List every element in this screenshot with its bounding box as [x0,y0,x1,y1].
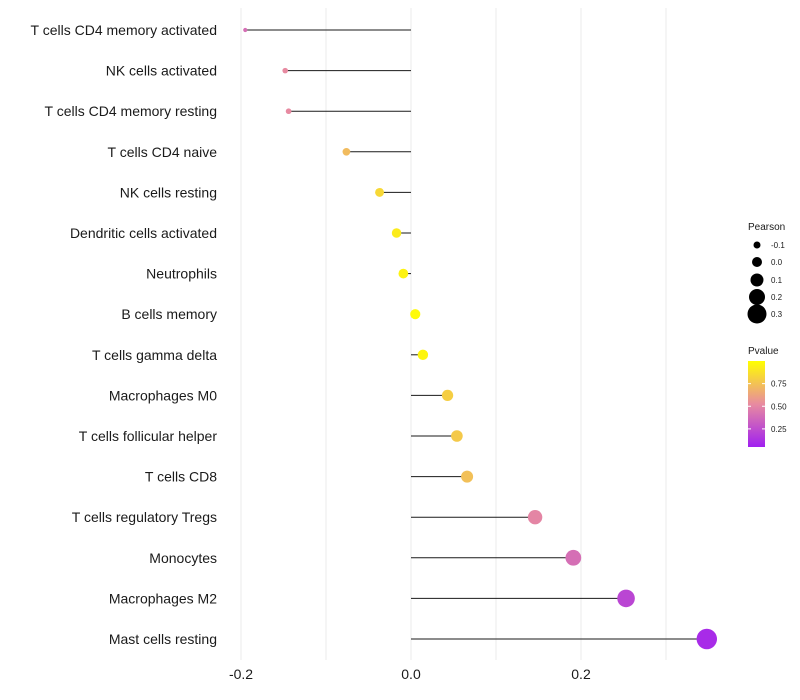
legend-color-label: 0.75 [771,380,787,389]
lollipop-point [527,510,543,525]
category-label: T cells regulatory Tregs [72,509,217,525]
lollipop-point [282,67,288,74]
legend-size-key [752,257,762,267]
lollipop-point [342,147,351,156]
legend-size-label: 0.0 [771,258,783,267]
legend-size-key [749,289,765,305]
lollipop-point [417,349,429,361]
category-label: T cells gamma delta [92,347,217,363]
lollipop-point [441,389,454,402]
category-label: T cells CD4 memory activated [31,22,217,38]
legend-size-label: 0.1 [771,276,783,285]
category-label: B cells memory [121,306,217,322]
segments [245,29,707,640]
category-label: T cells follicular helper [79,428,218,444]
category-label: NK cells activated [106,63,217,79]
category-label: Monocytes [149,550,217,566]
legend-color-label: 0.25 [771,425,787,434]
legend-size-label: 0.3 [771,310,783,319]
points [243,27,718,650]
lollipop-point [451,430,463,442]
legend-pvalue-title: Pvalue [748,346,779,357]
legend-pvalue: Pvalue 0.75 0.50 0.25 [748,346,787,447]
legend-color-label: 0.50 [771,402,787,411]
category-label: Macrophages M2 [109,590,217,606]
lollipop-point [398,268,409,279]
legend-size-label: -0.1 [771,241,785,250]
legend-pearson: Pearson -0.1 0.0 0.1 0.2 0.3 [747,222,785,324]
x-tick-label: 0.0 [401,666,421,682]
category-label: T cells CD4 naive [108,144,218,160]
category-label: T cells CD4 memory resting [45,103,217,119]
category-label: Macrophages M0 [109,387,217,403]
category-label: Mast cells resting [109,631,217,647]
legend-size-label: 0.2 [771,293,783,302]
lollipop-point [391,228,402,238]
x-tick-label: -0.2 [229,666,253,682]
category-label: NK cells resting [120,184,217,200]
lollipop-point [696,628,718,650]
grid-lines [240,8,667,660]
lollipop-point [461,470,474,483]
x-tick-labels: -0.2 0.0 0.2 [229,666,591,682]
category-labels: T cells CD4 memory activated NK cells act… [31,22,218,647]
legend-pearson-title: Pearson [748,222,785,233]
lollipop-point [375,187,384,197]
legend-size-key [750,273,764,287]
legend-pvalue-colorbar [748,361,765,447]
lollipop-point [285,108,292,115]
lollipop-point [617,589,635,608]
legend-size-key [747,304,767,324]
x-tick-label: 0.2 [571,666,591,682]
category-label: T cells CD8 [145,469,217,485]
legend-size-key [753,241,761,249]
lollipop-point [565,549,582,566]
category-label: Dendritic cells activated [70,225,217,241]
lollipop-point [410,309,421,320]
category-label: Neutrophils [146,266,217,282]
lollipop-point [243,27,248,33]
